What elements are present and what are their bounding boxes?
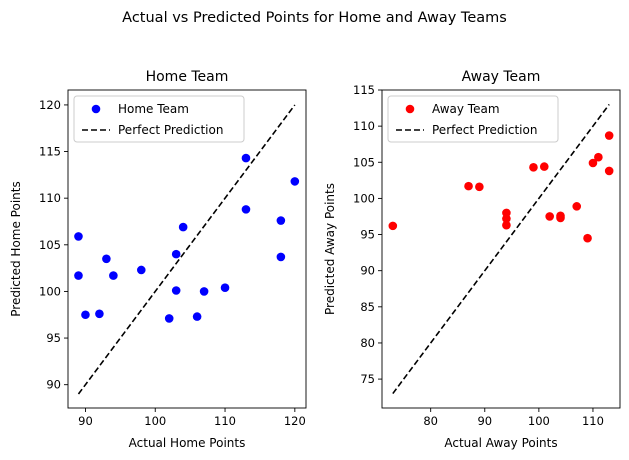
away-team-data-point-14	[594, 152, 603, 162]
home-team-chart-title: Home Team	[146, 69, 229, 85]
away-team-data-point-12	[583, 233, 592, 243]
away-team-data-point-10	[556, 213, 565, 223]
home-team-data-point-3	[95, 309, 104, 319]
away-team-chart: Away Team 80 90 100 110 75 80 85 90 95 100 105 110 11…	[323, 69, 621, 450]
away-team-y-tick-label-3: 90	[360, 264, 375, 278]
away-team-data-point-4	[502, 214, 511, 223]
away-team-y-tick-label-6: 105	[353, 155, 375, 169]
home-team-plot-area	[67, 89, 307, 409]
away-team-perfect-prediction-line	[392, 103, 610, 395]
away-team-chart-title: Away Team	[462, 69, 541, 85]
away-team-legend-box	[387, 95, 559, 143]
away-team-y-tick-label-2: 85	[360, 300, 375, 314]
away-team-data-point-0	[388, 221, 398, 231]
away-team-y-tick-label-4: 95	[360, 228, 375, 242]
home-team-perfect-prediction-line	[77, 104, 296, 395]
home-team-data-point-9	[171, 286, 181, 295]
away-team-y-tick-label-1: 80	[360, 336, 375, 350]
away-team-plot-area	[381, 89, 621, 409]
away-team-y-tick-label-5: 100	[353, 191, 375, 205]
away-team-y-tick-label-7: 110	[353, 119, 375, 133]
away-team-legend-label-1: Perfect Prediction	[432, 123, 537, 137]
home-team-data-point-11	[192, 312, 202, 321]
home-team-data-point-5	[109, 271, 118, 280]
figure-suptitle: Actual vs Predicted Points for Home and …	[122, 10, 507, 26]
home-team-chart: Home Team 90 100 110 120 90 95 100 105 110 115 120 A…	[9, 69, 307, 450]
home-team-y-tick-label-5: 115	[39, 145, 61, 159]
away-team-x-tick-label-0: 80	[423, 414, 438, 428]
home-team-legend-label-1: Perfect Prediction	[118, 123, 223, 137]
away-team-data-point-13	[588, 158, 598, 168]
away-team-data-point-5	[502, 220, 511, 230]
home-team-legend-box	[73, 95, 245, 143]
home-team-y-axis-label: Predicted Home Points	[9, 181, 23, 316]
home-team-x-tick-label-2: 110	[214, 414, 236, 428]
home-team-data-point-0	[74, 232, 83, 241]
home-team-y-tick-label-3: 105	[39, 238, 61, 252]
away-team-data-point-7	[539, 162, 549, 171]
away-team-legend-label-0: Away Team	[432, 102, 500, 116]
home-team-legend: Home Team Perfect Prediction	[73, 95, 245, 143]
home-team-data-point-4	[102, 254, 111, 264]
home-team-data-point-17	[276, 252, 286, 262]
away-team-y-axis-label: Predicted Away Points	[323, 183, 337, 315]
away-team-data-point-16	[604, 166, 614, 176]
home-team-x-tick-label-1: 100	[144, 414, 166, 428]
away-team-data-point-8	[545, 212, 554, 221]
home-team-x-tick-label-3: 120	[284, 414, 306, 428]
away-team-legend: Away Team Perfect Prediction	[387, 95, 559, 143]
away-team-x-tick-label-2: 100	[528, 414, 550, 428]
home-team-data-point-1	[74, 271, 83, 280]
home-team-x-axis-label: Actual Home Points	[129, 436, 246, 450]
home-team-y-tick-label-6: 120	[39, 98, 61, 112]
home-team-y-tick-label-1: 95	[46, 331, 61, 345]
home-team-data-point-12	[199, 287, 209, 296]
away-team-y-tick-label-8: 115	[353, 83, 375, 97]
home-team-y-tick-label-4: 110	[39, 191, 61, 205]
home-team-data-point-13	[220, 283, 230, 293]
home-team-data-point-16	[276, 216, 286, 225]
home-team-data-point-6	[136, 265, 146, 275]
away-team-data-point-6	[529, 163, 538, 172]
away-team-x-tick-label-3: 110	[582, 414, 604, 428]
home-team-data-point-14	[241, 153, 251, 163]
home-team-data-point-15	[241, 205, 251, 214]
home-team-data-point-2	[81, 310, 90, 320]
away-team-data-point-15	[604, 131, 614, 140]
home-team-y-tick-label-2: 100	[39, 284, 61, 298]
home-team-y-tick-label-0: 90	[46, 378, 61, 392]
away-team-data-point-1	[464, 181, 473, 191]
home-team-data-point-8	[171, 249, 181, 259]
away-team-data-point-2	[475, 182, 484, 192]
away-team-x-axis-label: Actual Away Points	[444, 436, 557, 450]
away-team-legend-swatch-0	[405, 104, 415, 114]
home-team-legend-swatch-0	[91, 104, 101, 114]
home-team-data-point-18	[290, 177, 300, 186]
home-team-legend-label-0: Home Team	[118, 102, 189, 116]
home-team-data-point-7	[164, 314, 174, 323]
away-team-x-tick-label-1: 90	[477, 414, 492, 428]
away-team-y-tick-label-0: 75	[360, 372, 375, 386]
home-team-x-tick-label-0: 90	[78, 414, 93, 428]
away-team-data-point-11	[572, 202, 582, 211]
home-team-data-point-10	[178, 222, 188, 232]
